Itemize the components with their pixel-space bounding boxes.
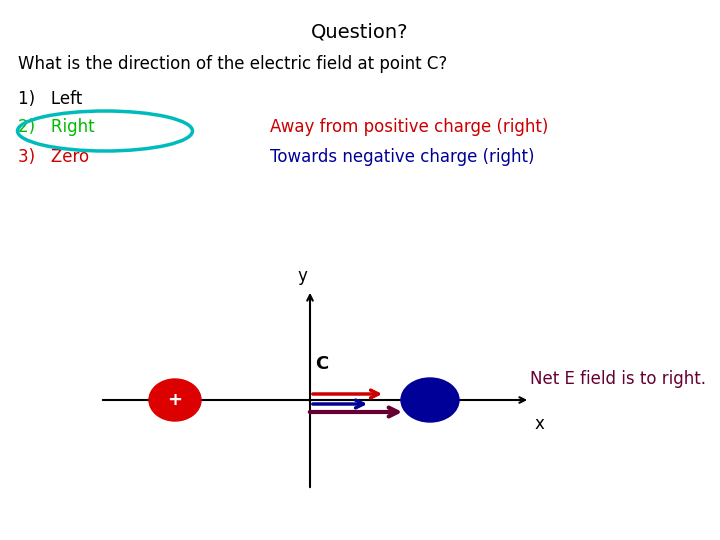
Text: 3)   Zero: 3) Zero: [18, 148, 89, 166]
Text: C: C: [315, 355, 328, 373]
Ellipse shape: [401, 378, 459, 422]
Text: Towards negative charge (right): Towards negative charge (right): [270, 148, 534, 166]
Text: 1)   Left: 1) Left: [18, 90, 82, 108]
Text: 2)   Right: 2) Right: [18, 118, 94, 136]
Text: Net E field is to right.: Net E field is to right.: [530, 370, 706, 388]
Ellipse shape: [149, 379, 201, 421]
Text: +: +: [168, 391, 182, 409]
Text: y: y: [297, 267, 307, 285]
Text: x: x: [535, 415, 545, 433]
Text: Question?: Question?: [311, 22, 409, 41]
Text: What is the direction of the electric field at point C?: What is the direction of the electric fi…: [18, 55, 447, 73]
Text: Away from positive charge (right): Away from positive charge (right): [270, 118, 549, 136]
